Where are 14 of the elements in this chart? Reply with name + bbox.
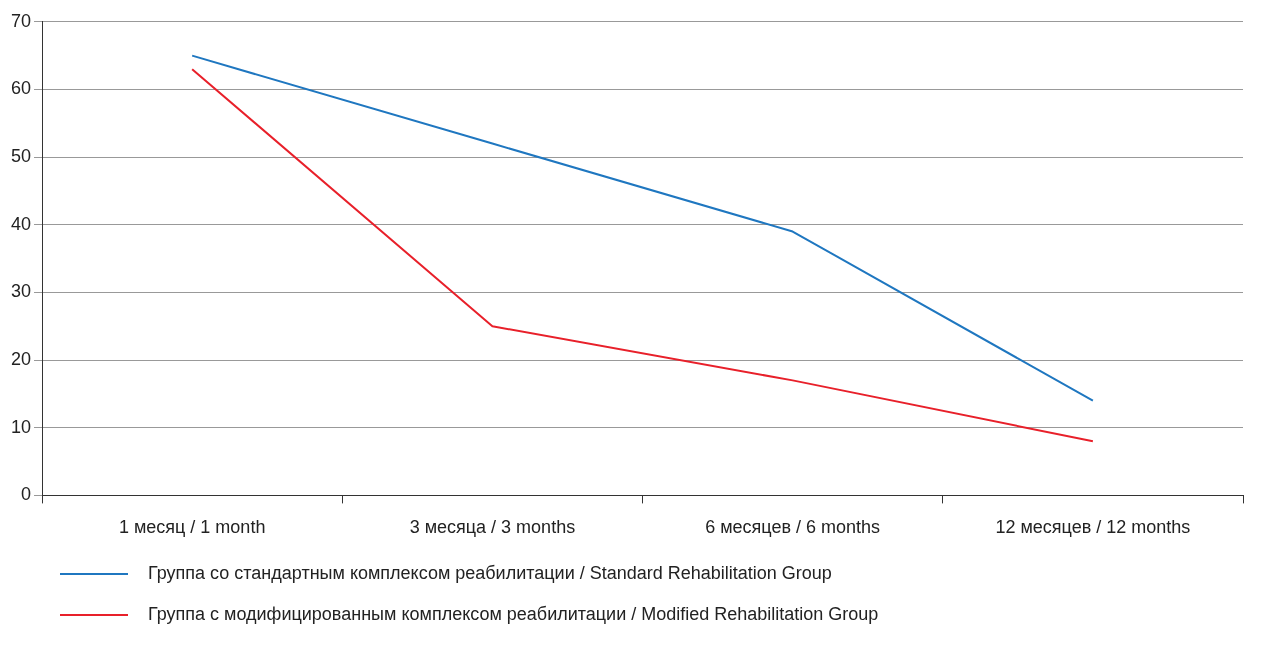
legend-label: Группа со стандартным комплексом реабилитации / Standard Rehabilitation Group [148,563,832,584]
y-tick-label: 30 [10,281,32,302]
x-tick-label: 3 месяца / 3 months [409,517,576,538]
x-tick-label: 12 месяцев / 12 months [995,517,1191,538]
y-tick-label: 20 [10,349,32,370]
y-tick-label: 40 [10,213,32,234]
y-tick-label: 70 [10,10,32,31]
y-tick-label: 0 [21,484,32,505]
y-tick-label: 60 [10,78,32,99]
legend-label: Группа с модифицированным комплексом реабилитации / Modified Rehabilitation Group [148,604,879,625]
y-tick-label: 50 [10,146,32,167]
x-tick-label: 1 месяц / 1 month [118,517,266,538]
y-tick-label: 10 [10,416,32,437]
x-tick-label: 6 месяцев / 6 months [705,517,881,538]
